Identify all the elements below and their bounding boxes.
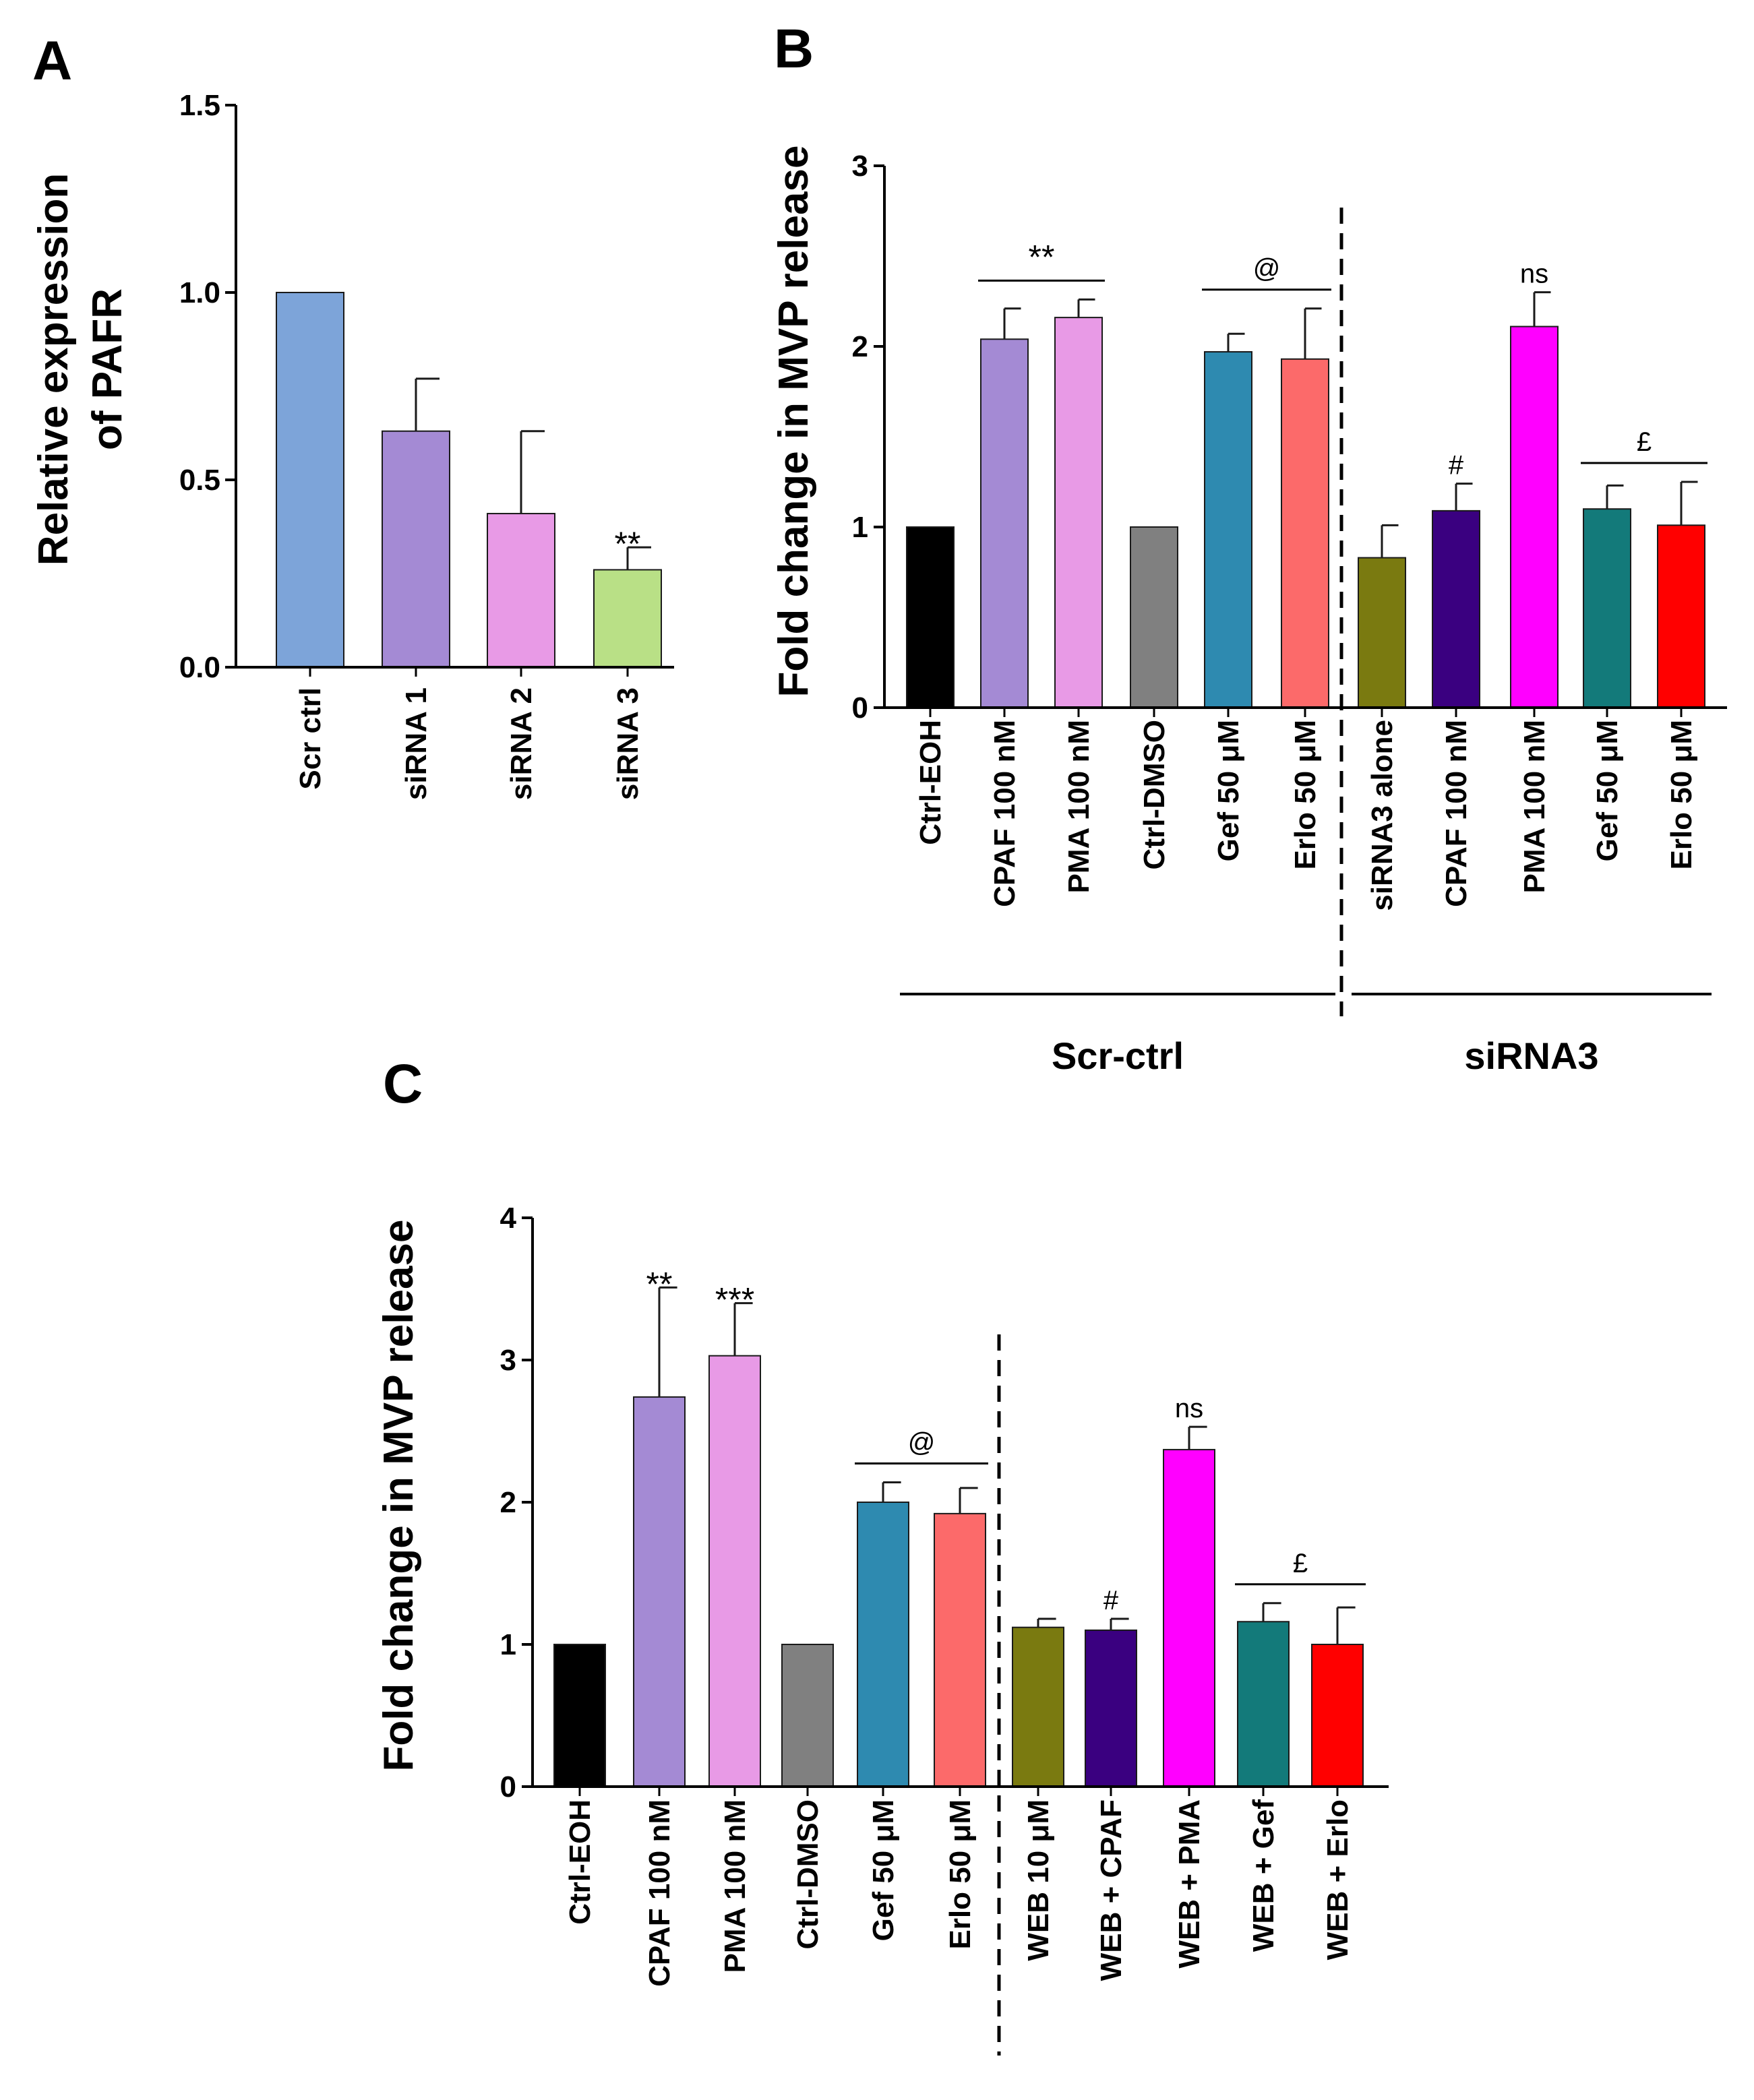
- panel-b-y-tick-label-1: 1: [852, 511, 868, 544]
- panel-b-group-label-0: Scr-ctrl: [1052, 1034, 1184, 1077]
- panel-b-bar-1: [980, 338, 1029, 708]
- panel-a-y-axis-title-line-1: Relative expression: [30, 173, 77, 565]
- panel-c-category-label-3: Ctrl-DMSO: [791, 1799, 824, 1949]
- panel-c-bar-1: [633, 1396, 686, 1788]
- panel-c-y-axis-title: Fold change in MVP release: [375, 1220, 422, 1772]
- panel-a: A Relative expression of PAFR Scr ctrl si…: [30, 30, 674, 800]
- panel-b-category-label-1: CPAF 100 nM: [988, 720, 1021, 907]
- panel-c-bar-5: [934, 1512, 986, 1787]
- panel-c-category-label-10: WEB + Erlo: [1321, 1799, 1354, 1960]
- panel-a-y-tick-label-1: 0.5: [179, 464, 220, 497]
- panel-b-bar-10: [1657, 524, 1705, 708]
- panel-c-bar-3: [781, 1644, 834, 1787]
- panel-b-bar-7: [1432, 509, 1480, 708]
- panel-c-annotation-5: £: [1293, 1549, 1308, 1578]
- panel-b-group-label-1: siRNA3: [1464, 1034, 1598, 1077]
- panel-a-bar-3: [593, 569, 662, 668]
- panel-a-category-label-1: siRNA 1: [400, 687, 433, 800]
- panel-a-bar-1: [382, 430, 450, 668]
- panel-c-bar-0: [553, 1644, 606, 1787]
- panel-a-y-tick-label-0: 0.0: [179, 651, 220, 684]
- panel-c-bar-4: [857, 1502, 909, 1787]
- panel-b-bar-5: [1281, 358, 1329, 708]
- panel-c-y-tick-label-1: 1: [500, 1628, 516, 1661]
- panel-c-y-tick-label-4: 4: [500, 1202, 517, 1235]
- panel-b-bar-4: [1204, 351, 1252, 708]
- panel-b-category-label-6: siRNA3 alone: [1366, 720, 1399, 911]
- panel-c-annotation-4: #: [1103, 1586, 1119, 1615]
- panel-a-category-label-3: siRNA 3: [611, 687, 644, 800]
- panel-b-bar-0: [906, 526, 955, 708]
- panel-c-category-label-5: Erlo 50 μM: [944, 1799, 977, 1950]
- panel-b: B Fold change in MVP release Ctrl-EOH CPA…: [770, 18, 1727, 1077]
- panel-letter-c: C: [383, 1053, 423, 1115]
- panel-b-category-label-8: PMA 100 nM: [1518, 720, 1551, 894]
- panel-c-y-tick-label-3: 3: [500, 1344, 516, 1377]
- panel-c-category-label-4: Gef 50 μM: [867, 1799, 900, 1941]
- panel-b-category-label-5: Erlo 50 μM: [1289, 720, 1322, 870]
- panel-b-bar-3: [1130, 526, 1178, 708]
- panel-b-bar-9: [1583, 508, 1631, 708]
- panel-c-category-label-2: PMA 100 nM: [719, 1799, 752, 1973]
- panel-b-annotation-0: **: [1029, 238, 1055, 276]
- panel-c-category-label-8: WEB + PMA: [1173, 1799, 1206, 1969]
- panel-a-y-tick-label-3: 1.5: [179, 89, 220, 122]
- panel-a-category-label-2: siRNA 2: [505, 687, 538, 800]
- panel-c: C Fold change in MVP release Ctrl-EOH CPA…: [375, 1053, 1389, 2056]
- panel-a-bar-0: [276, 292, 344, 668]
- panel-b-annotation-1: @: [1253, 254, 1281, 284]
- panel-c-bar-8: [1163, 1448, 1215, 1787]
- panel-b-category-label-7: CPAF 100 nM: [1440, 720, 1473, 907]
- panel-a-category-label-0: Scr ctrl: [294, 687, 327, 790]
- panel-b-bar-6: [1358, 557, 1406, 708]
- panel-letter-a: A: [32, 30, 72, 92]
- panel-b-category-label-9: Gef 50 μM: [1591, 720, 1624, 861]
- panel-b-y-axis-title: Fold change in MVP release: [770, 146, 817, 698]
- panel-c-annotation-2: @: [908, 1427, 936, 1457]
- panel-c-category-label-6: WEB 10 μM: [1022, 1799, 1055, 1961]
- panel-c-annotation-3: ns: [1175, 1394, 1203, 1423]
- panel-c-category-label-7: WEB + CPAF: [1095, 1799, 1128, 1981]
- panel-c-annotation-1: ***: [715, 1281, 754, 1319]
- panel-b-bar-8: [1510, 326, 1559, 708]
- panel-c-bar-7: [1085, 1629, 1137, 1787]
- panel-b-category-label-2: PMA 100 nM: [1062, 720, 1095, 894]
- panel-b-y-tick-label-3: 3: [852, 150, 868, 183]
- panel-b-bar-2: [1054, 317, 1103, 708]
- panel-b-y-tick-label-2: 2: [852, 330, 868, 363]
- panel-b-y-tick-label-0: 0: [852, 691, 868, 724]
- panel-b-category-label-10: Erlo 50 μM: [1665, 720, 1698, 870]
- panel-c-category-label-0: Ctrl-EOH: [564, 1799, 597, 1925]
- panel-c-category-label-1: CPAF 100 nM: [643, 1799, 676, 1987]
- panel-b-category-label-0: Ctrl-EOH: [914, 720, 947, 845]
- panel-letter-b: B: [774, 18, 814, 80]
- panel-c-category-label-9: WEB + Gef: [1247, 1799, 1280, 1952]
- panel-c-annotation-0: **: [646, 1265, 673, 1303]
- panel-b-category-label-4: Gef 50 μM: [1212, 720, 1245, 861]
- panel-c-y-tick-label-2: 2: [500, 1486, 516, 1519]
- panel-b-annotation-3: #: [1449, 451, 1464, 481]
- panel-c-bar-6: [1012, 1626, 1064, 1787]
- panel-c-y-tick-label-0: 0: [500, 1770, 516, 1803]
- panel-b-annotation-4: £: [1637, 427, 1652, 457]
- panel-a-y-tick-label-2: 1.0: [179, 276, 220, 309]
- panel-b-category-label-3: Ctrl-DMSO: [1138, 720, 1171, 869]
- panel-c-bar-2: [708, 1355, 761, 1788]
- panel-c-bar-10: [1311, 1644, 1364, 1787]
- panel-a-annotation-0: **: [615, 525, 641, 563]
- panel-a-y-axis-title-line-2: of PAFR: [84, 288, 131, 450]
- panel-c-bar-9: [1237, 1621, 1290, 1787]
- panel-b-annotation-2: ns: [1520, 259, 1548, 289]
- panel-a-bar-2: [487, 513, 555, 668]
